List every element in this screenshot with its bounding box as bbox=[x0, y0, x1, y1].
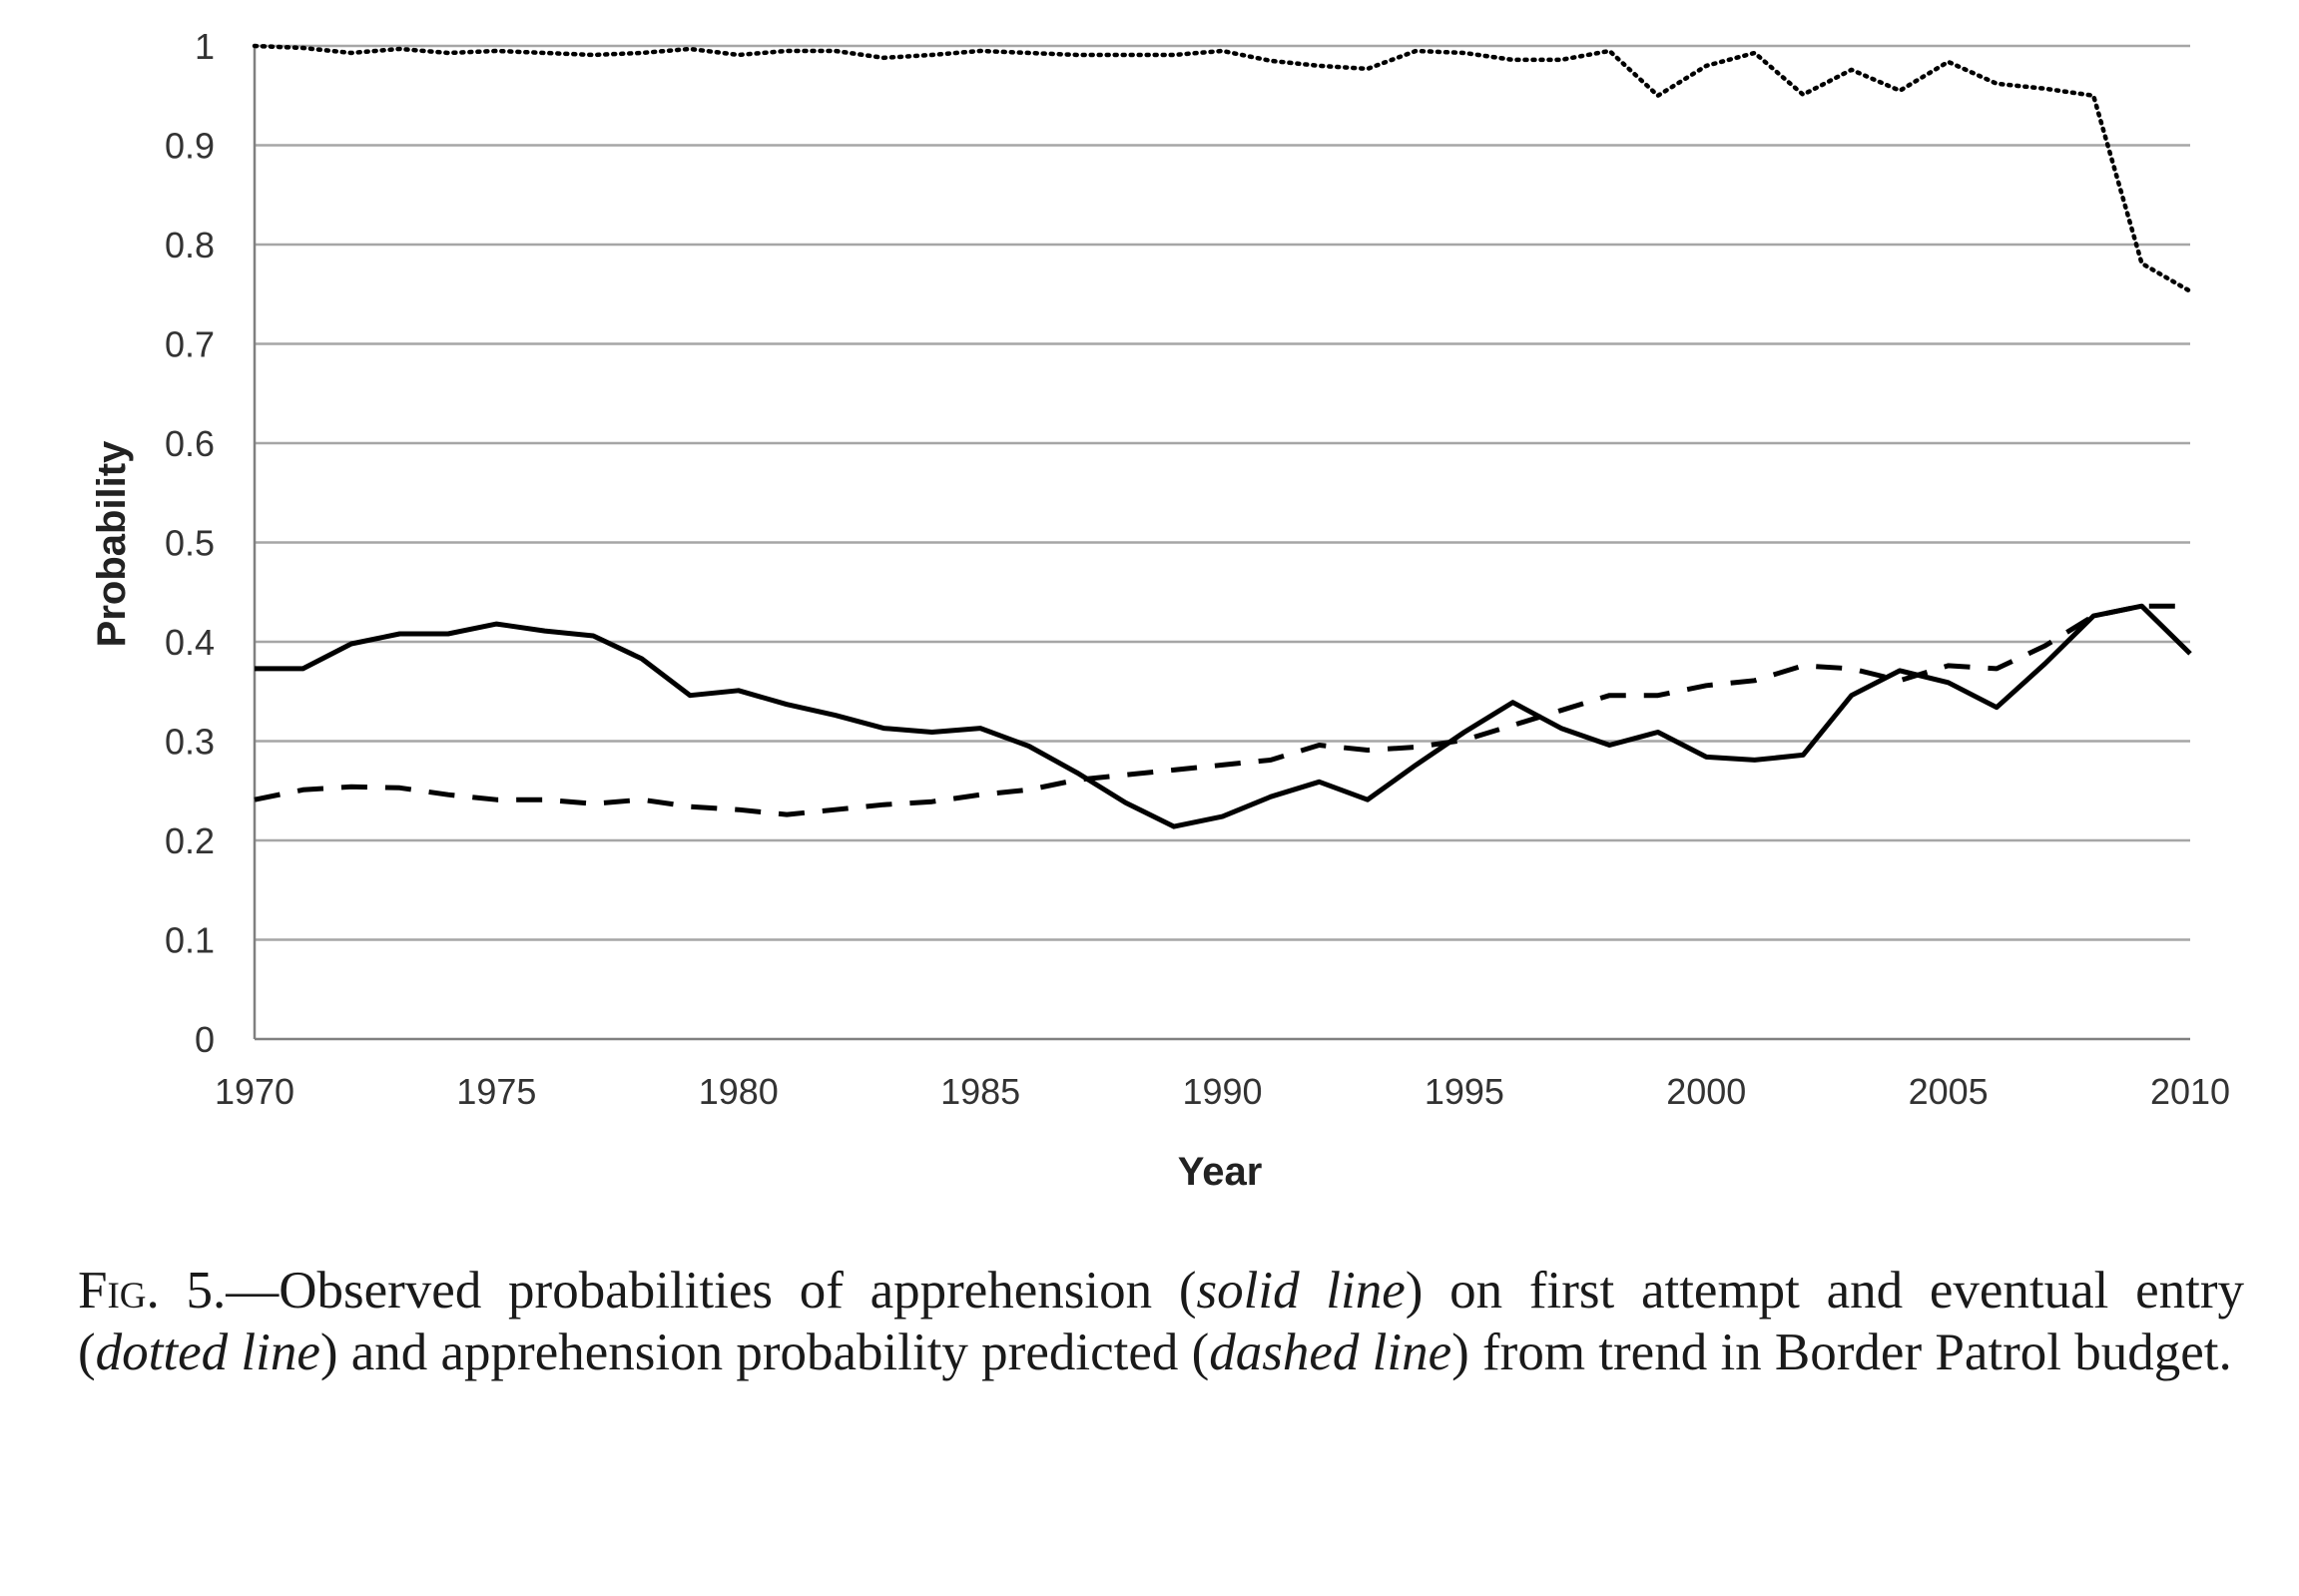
x-tick-label: 2000 bbox=[1666, 1071, 1746, 1112]
y-tick-label: 0.8 bbox=[165, 225, 215, 266]
y-tick-label: 1 bbox=[195, 26, 215, 67]
caption-fig-label: Fig. 5. bbox=[78, 1262, 227, 1320]
x-tick-label: 1990 bbox=[1182, 1071, 1262, 1112]
caption-text-3: ) and apprehension probability predicted… bbox=[319, 1324, 1210, 1381]
y-tick-label: 0 bbox=[195, 1019, 215, 1060]
series-line-dashed bbox=[254, 603, 2190, 817]
caption-text-1: Observed probabilities of apprehension ( bbox=[279, 1262, 1197, 1320]
y-tick-label: 0.3 bbox=[165, 722, 215, 763]
gridlines bbox=[255, 44, 2190, 941]
x-tick-label: 2005 bbox=[1909, 1071, 1989, 1112]
y-tick-label: 0.1 bbox=[165, 920, 215, 961]
line-chart: 00.10.20.30.40.50.60.70.80.91 1970 1975 19… bbox=[90, 26, 2230, 1194]
caption-dash: — bbox=[226, 1262, 280, 1320]
series-line-solid bbox=[255, 603, 2192, 829]
series-lines bbox=[252, 43, 2193, 829]
y-tick-label: 0.7 bbox=[165, 324, 215, 365]
y-tick-label: 0.9 bbox=[165, 126, 215, 167]
y-axis-title: Probability bbox=[90, 440, 134, 647]
caption-dashed-line: dashed line bbox=[1209, 1324, 1452, 1381]
y-tick-label: 0.6 bbox=[165, 423, 215, 464]
caption-text-4: ) from trend in Border Patrol budget. bbox=[1451, 1324, 2232, 1381]
x-tick-label: 1985 bbox=[940, 1071, 1020, 1112]
x-tick-label: 1975 bbox=[456, 1071, 536, 1112]
y-tick-label: 0.5 bbox=[165, 523, 215, 564]
x-axis-title: Year bbox=[1178, 1150, 1263, 1194]
series-line-dotted bbox=[252, 43, 2193, 294]
y-tick-label: 0.4 bbox=[165, 622, 215, 663]
x-tick-labels: 1970 1975 1980 1985 1990 1995 2000 2005 2010 bbox=[215, 1071, 2230, 1112]
x-tick-label: 2010 bbox=[2150, 1071, 2230, 1112]
x-tick-label: 1980 bbox=[699, 1071, 779, 1112]
figure-caption: Fig. 5.—Observed probabilities of appreh… bbox=[78, 1260, 2244, 1383]
caption-dotted-line: dotted line bbox=[95, 1324, 320, 1381]
y-tick-labels: 0 0.1 0.2 0.3 0.4 0.5 0.6 0.7 0.8 0.9 1 bbox=[165, 26, 215, 1060]
axes bbox=[253, 44, 2190, 1041]
caption-text-2: ) on first attempt and eventual entry ( bbox=[78, 1262, 2244, 1381]
caption-solid-line: solid line bbox=[1196, 1262, 1406, 1320]
x-tick-label: 1970 bbox=[215, 1071, 294, 1112]
y-tick-label: 0.2 bbox=[165, 820, 215, 861]
x-tick-label: 1995 bbox=[1425, 1071, 1504, 1112]
